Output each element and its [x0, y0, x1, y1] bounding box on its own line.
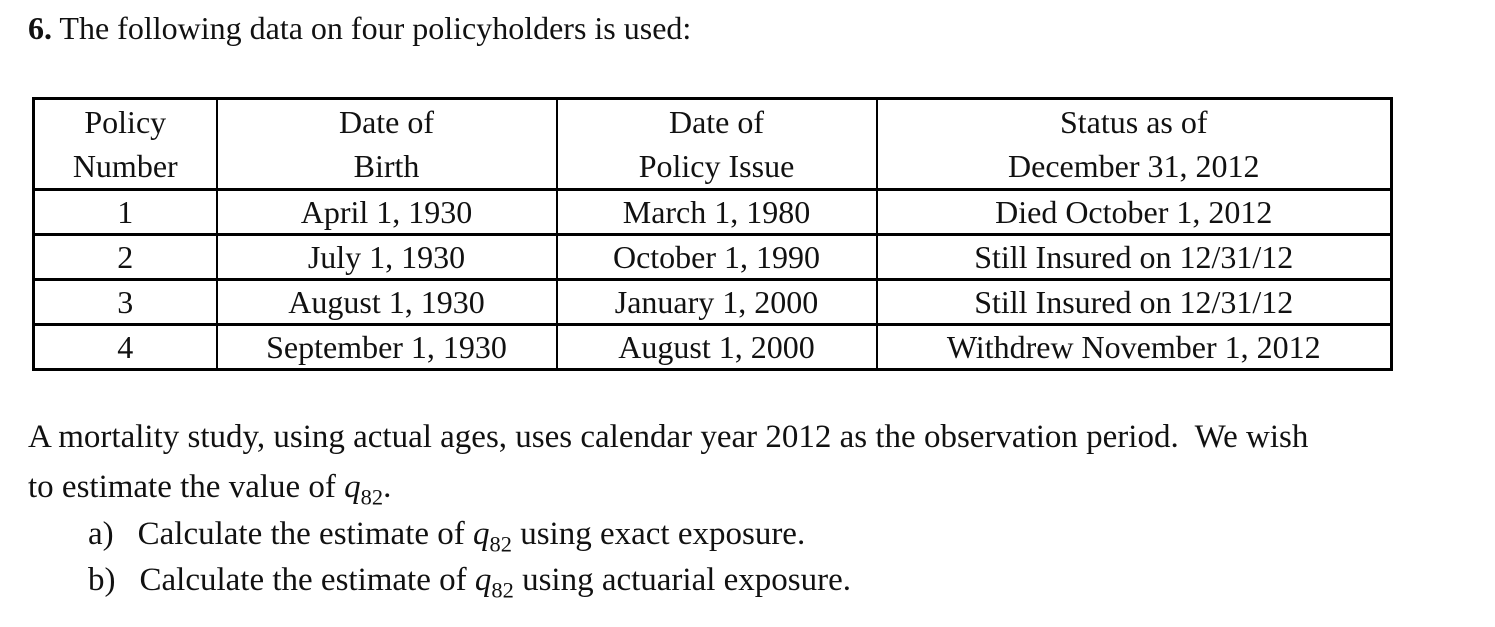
header-date-of-policy-issue-line2: Policy Issue: [638, 148, 795, 184]
question-a-prefix: Calculate the estimate of: [137, 516, 474, 552]
cell-policy-number: 3: [32, 278, 218, 326]
study-description-line2-suffix: .: [383, 469, 392, 505]
table-header-row: Policy Number Date of Birth Date of Poli…: [32, 97, 1393, 191]
cell-date-of-birth: August 1, 1930: [215, 278, 558, 326]
study-description-line2: to estimate the value of q82.: [28, 462, 1490, 512]
study-description-line2-prefix: to estimate the value of: [28, 469, 345, 505]
header-policy-number-line2: Number: [72, 148, 178, 184]
header-status-line1: Status as of: [1059, 104, 1208, 140]
problem-heading-text: The following data on four policyholders…: [59, 10, 692, 46]
question-item-b: b) Calculate the estimate of q82 using a…: [88, 557, 851, 603]
cell-policy-number: 1: [32, 188, 218, 236]
cell-policy-number: 2: [32, 233, 218, 281]
cell-policy-number: 4: [32, 323, 218, 371]
cell-date-of-policy-issue: March 1, 1980: [555, 188, 878, 236]
q-symbol: q: [474, 562, 492, 598]
cell-status: Died October 1, 2012: [875, 188, 1393, 236]
problem-number: 6.: [28, 10, 52, 46]
table-row: 2 July 1, 1930 October 1, 1990 Still Ins…: [32, 233, 1393, 281]
header-policy-number: Policy Number: [32, 97, 218, 191]
cell-status: Withdrew November 1, 2012: [875, 323, 1393, 371]
table-row: 4 September 1, 1930 August 1, 2000 Withd…: [32, 323, 1393, 371]
cell-date-of-birth: April 1, 1930: [215, 188, 558, 236]
header-date-of-policy-issue-line1: Date of: [668, 104, 765, 140]
cell-date-of-policy-issue: August 1, 2000: [555, 323, 878, 371]
question-a-suffix: using exact exposure.: [511, 516, 806, 552]
table-row: 3 August 1, 1930 January 1, 2000 Still I…: [32, 278, 1393, 326]
question-list: a) Calculate the estimate of q82 using e…: [88, 511, 851, 603]
question-item-a: a) Calculate the estimate of q82 using e…: [88, 511, 851, 557]
question-b-text: Calculate the estimate of q82 using actu…: [140, 557, 852, 603]
problem-heading: 6. The following data on four policyhold…: [28, 8, 691, 48]
table-row: 1 April 1, 1930 March 1, 1980 Died Octob…: [32, 188, 1393, 236]
header-status-line2: December 31, 2012: [1008, 148, 1260, 184]
cell-status: Still Insured on 12/31/12: [875, 278, 1393, 326]
question-b-suffix: using actuarial exposure.: [513, 562, 852, 598]
cell-date-of-birth: July 1, 1930: [215, 233, 558, 281]
header-status: Status as of December 31, 2012: [875, 97, 1393, 191]
question-b-prefix: Calculate the estimate of: [139, 562, 475, 598]
q-subscript: 82: [360, 484, 384, 510]
header-date-of-birth: Date of Birth: [215, 97, 558, 191]
question-a-text: Calculate the estimate of q82 using exac…: [138, 511, 806, 557]
policyholder-table: Policy Number Date of Birth Date of Poli…: [32, 97, 1393, 371]
cell-status: Still Insured on 12/31/12: [875, 233, 1393, 281]
q-symbol: q: [473, 516, 490, 552]
header-date-of-policy-issue: Date of Policy Issue: [555, 97, 878, 191]
cell-date-of-policy-issue: January 1, 2000: [555, 278, 878, 326]
q-symbol: q: [344, 469, 361, 505]
q-subscript: 82: [491, 577, 514, 603]
q-subscript: 82: [489, 531, 512, 557]
cell-date-of-birth: September 1, 1930: [215, 323, 558, 371]
question-b-label: b): [88, 562, 116, 598]
question-a-label: a): [88, 516, 114, 552]
study-description: A mortality study, using actual ages, us…: [28, 412, 1490, 512]
header-policy-number-line1: Policy: [84, 104, 167, 140]
header-date-of-birth-line1: Date of: [338, 104, 435, 140]
cell-date-of-policy-issue: October 1, 1990: [555, 233, 878, 281]
header-date-of-birth-line2: Birth: [353, 148, 420, 184]
study-description-line1: A mortality study, using actual ages, us…: [28, 419, 1309, 455]
